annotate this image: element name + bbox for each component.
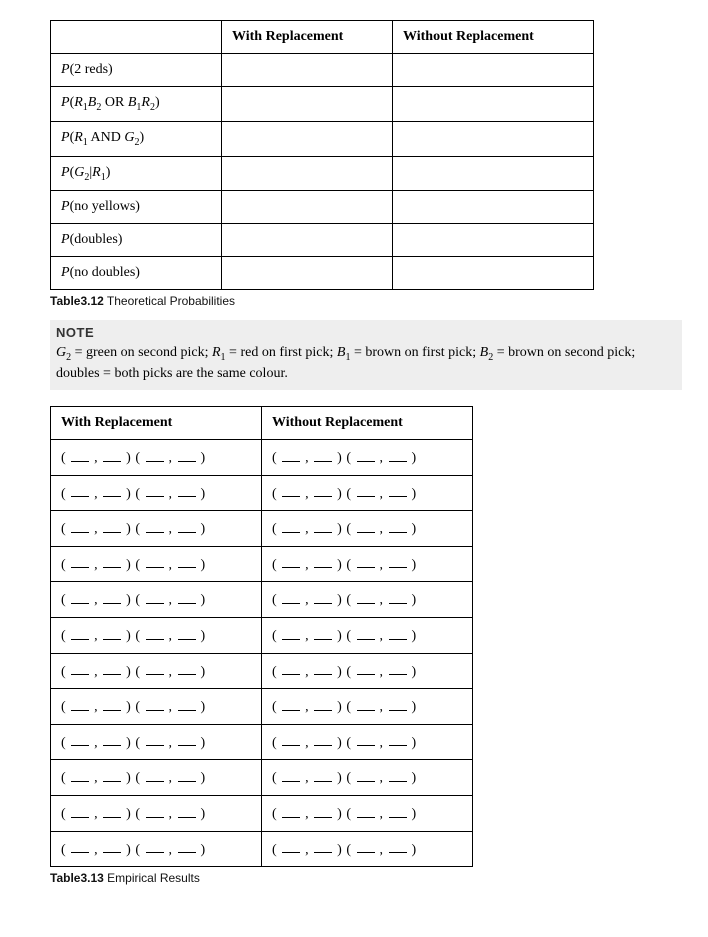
cell-without-replacement [393, 87, 594, 122]
table-row: ( , ) ( , )( , ) ( , ) [51, 689, 473, 725]
cell-without-replacement: ( , ) ( , ) [262, 546, 473, 582]
cell-without-replacement: ( , ) ( , ) [262, 617, 473, 653]
cell-with-replacement [222, 156, 393, 191]
header-without-replacement: Without Replacement [262, 406, 473, 439]
table-row: ( , ) ( , )( , ) ( , ) [51, 653, 473, 689]
note-title: NOTE [56, 324, 676, 342]
cell-with-replacement [222, 257, 393, 290]
caption-text: Theoretical Probabilities [104, 294, 235, 308]
cell-without-replacement: ( , ) ( , ) [262, 582, 473, 618]
cell-without-replacement [393, 54, 594, 87]
cell-with-replacement: ( , ) ( , ) [51, 689, 262, 725]
table-row: ( , ) ( , )( , ) ( , ) [51, 439, 473, 475]
note-body: G2 = green on second pick; R1 = red on f… [56, 343, 676, 384]
cell-without-replacement: ( , ) ( , ) [262, 724, 473, 760]
table-header-row: With Replacement Without Replacement [51, 21, 594, 54]
cell-with-replacement: ( , ) ( , ) [51, 582, 262, 618]
cell-without-replacement: ( , ) ( , ) [262, 760, 473, 796]
cell-without-replacement: ( , ) ( , ) [262, 795, 473, 831]
cell-without-replacement: ( , ) ( , ) [262, 439, 473, 475]
table-row: P(doubles) [51, 224, 594, 257]
cell-with-replacement [222, 224, 393, 257]
table-row: ( , ) ( , )( , ) ( , ) [51, 582, 473, 618]
cell-without-replacement [393, 224, 594, 257]
cell-without-replacement: ( , ) ( , ) [262, 831, 473, 867]
cell-with-replacement [222, 54, 393, 87]
cell-with-replacement [222, 87, 393, 122]
probability-label: P(R1 AND G2) [51, 121, 222, 156]
table-row: ( , ) ( , )( , ) ( , ) [51, 617, 473, 653]
table-row: ( , ) ( , )( , ) ( , ) [51, 511, 473, 547]
cell-without-replacement: ( , ) ( , ) [262, 653, 473, 689]
header-blank [51, 21, 222, 54]
probability-label: P(R1B2 OR B1R2) [51, 87, 222, 122]
header-without-replacement: Without Replacement [393, 21, 594, 54]
table-row: P(no doubles) [51, 257, 594, 290]
cell-with-replacement: ( , ) ( , ) [51, 831, 262, 867]
probability-label: P(no doubles) [51, 257, 222, 290]
cell-with-replacement: ( , ) ( , ) [51, 475, 262, 511]
cell-without-replacement: ( , ) ( , ) [262, 475, 473, 511]
probability-label: P(no yellows) [51, 191, 222, 224]
table-row: ( , ) ( , )( , ) ( , ) [51, 546, 473, 582]
note-block: NOTE G2 = green on second pick; R1 = red… [50, 320, 682, 390]
table-row: P(no yellows) [51, 191, 594, 224]
cell-without-replacement [393, 257, 594, 290]
cell-with-replacement: ( , ) ( , ) [51, 439, 262, 475]
table-row: ( , ) ( , )( , ) ( , ) [51, 724, 473, 760]
table-3-13-caption: Table3.13 Empirical Results [50, 871, 680, 885]
cell-with-replacement: ( , ) ( , ) [51, 511, 262, 547]
cell-with-replacement [222, 121, 393, 156]
cell-with-replacement [222, 191, 393, 224]
cell-without-replacement: ( , ) ( , ) [262, 689, 473, 725]
cell-with-replacement: ( , ) ( , ) [51, 653, 262, 689]
header-with-replacement: With Replacement [222, 21, 393, 54]
cell-with-replacement: ( , ) ( , ) [51, 546, 262, 582]
probability-label: P(2 reds) [51, 54, 222, 87]
caption-number: Table3.12 [50, 294, 104, 308]
table-row: P(G2|R1) [51, 156, 594, 191]
table-3-12-caption: Table3.12 Theoretical Probabilities [50, 294, 680, 308]
theoretical-probabilities-table: With Replacement Without Replacement P(2… [50, 20, 594, 290]
cell-with-replacement: ( , ) ( , ) [51, 724, 262, 760]
cell-without-replacement [393, 156, 594, 191]
empirical-results-table: With Replacement Without Replacement ( ,… [50, 406, 473, 867]
page: With Replacement Without Replacement P(2… [0, 0, 708, 937]
table-row: ( , ) ( , )( , ) ( , ) [51, 760, 473, 796]
cell-with-replacement: ( , ) ( , ) [51, 795, 262, 831]
table-row: P(R1B2 OR B1R2) [51, 87, 594, 122]
cell-with-replacement: ( , ) ( , ) [51, 617, 262, 653]
cell-without-replacement: ( , ) ( , ) [262, 511, 473, 547]
table-header-row: With Replacement Without Replacement [51, 406, 473, 439]
caption-text: Empirical Results [104, 871, 200, 885]
probability-label: P(doubles) [51, 224, 222, 257]
table-row: P(2 reds) [51, 54, 594, 87]
cell-with-replacement: ( , ) ( , ) [51, 760, 262, 796]
cell-without-replacement [393, 121, 594, 156]
table-row: P(R1 AND G2) [51, 121, 594, 156]
probability-label: P(G2|R1) [51, 156, 222, 191]
table-row: ( , ) ( , )( , ) ( , ) [51, 831, 473, 867]
table-row: ( , ) ( , )( , ) ( , ) [51, 795, 473, 831]
caption-number: Table3.13 [50, 871, 104, 885]
cell-without-replacement [393, 191, 594, 224]
table-row: ( , ) ( , )( , ) ( , ) [51, 475, 473, 511]
header-with-replacement: With Replacement [51, 406, 262, 439]
